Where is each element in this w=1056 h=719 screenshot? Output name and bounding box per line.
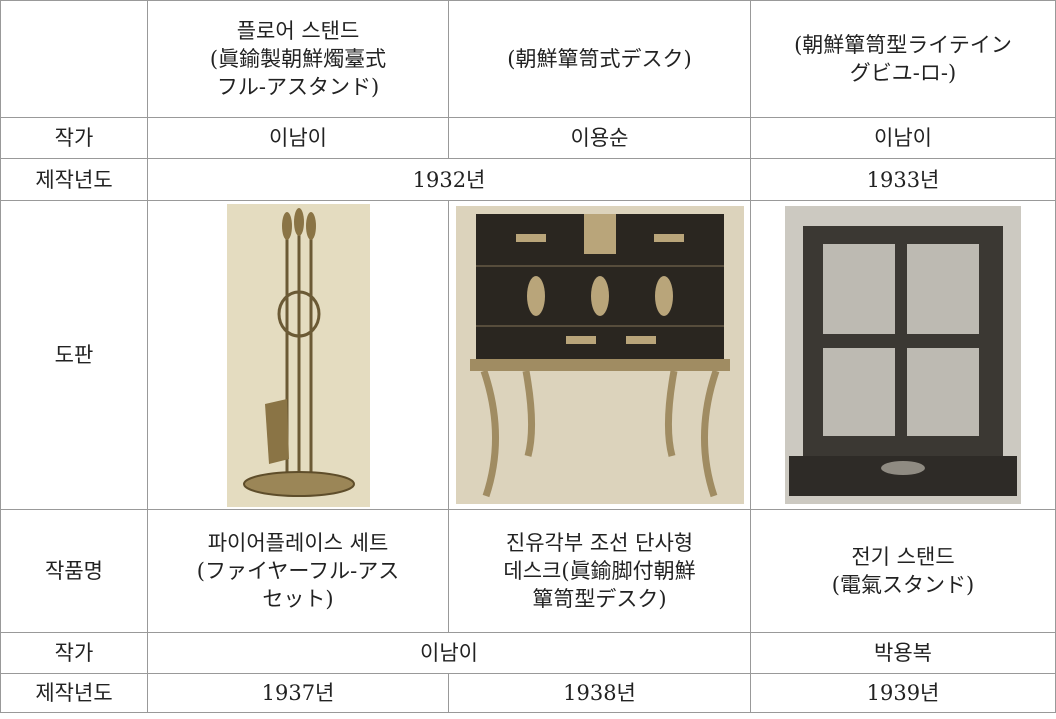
row-label: 작품명 xyxy=(0,509,148,633)
header-row: 플로어 스탠드 (眞鍮製朝鮮燭臺式 フル-アスタンド) (朝鮮簞笥式デスク) (朝鮮… xyxy=(0,0,1056,118)
text-line: (朝鮮簞笥式デスク) xyxy=(507,47,692,71)
row-label: 작가 xyxy=(0,117,148,159)
photo-fire-set xyxy=(226,203,370,507)
text-line: (眞鍮製朝鮮燭臺式 xyxy=(209,47,387,71)
cell: 이남이 xyxy=(750,117,1056,159)
text-line: (朝鮮簞笥型ライテイン xyxy=(794,33,1012,57)
image-cell xyxy=(448,200,751,510)
cell: 1933년 xyxy=(750,158,1056,201)
text-line: セット) xyxy=(262,587,334,611)
cell: 이남이 xyxy=(147,632,751,674)
text-line: 簞笥型デスク) xyxy=(532,587,667,611)
row: 작품명 파이어플레이스 세트 (ファイヤーフル-アス セット) 진유각부 조선 단사… xyxy=(0,509,1056,633)
photo-lamp-cabinet xyxy=(785,206,1021,504)
row: 제작년도 1932년 1933년 xyxy=(0,158,1056,201)
corner-cell xyxy=(0,0,148,118)
text-line: 플로어 스탠드 xyxy=(236,19,360,43)
image-cell xyxy=(147,200,449,510)
row-label: 도판 xyxy=(0,200,148,510)
text-line: 파이어플레이스 세트 xyxy=(207,531,389,555)
header-cell: 플로어 스탠드 (眞鍮製朝鮮燭臺式 フル-アスタンド) xyxy=(147,0,449,118)
header-cell: (朝鮮簞笥式デスク) xyxy=(448,0,751,118)
text-line: グビユ-ロ-) xyxy=(849,61,957,85)
photo-desk xyxy=(455,206,744,504)
cell: 1937년 xyxy=(147,673,449,713)
image-cell xyxy=(750,200,1056,510)
cell: 이용순 xyxy=(448,117,751,159)
text-line: (ファイヤーフル-アス xyxy=(196,559,400,583)
cell: 전기 스탠드 (電氣スタンド) xyxy=(750,509,1056,633)
text-line: (電氣スタンド) xyxy=(831,573,975,597)
cell: 1938년 xyxy=(448,673,751,713)
text-line: フル-アスタンド) xyxy=(216,75,380,99)
row-label: 제작년도 xyxy=(0,673,148,713)
cell: 1932년 xyxy=(147,158,751,201)
header-cell: (朝鮮簞笥型ライテイン グビユ-ロ-) xyxy=(750,0,1056,118)
cell: 1939년 xyxy=(750,673,1056,713)
text-line: 전기 스탠드 xyxy=(851,545,955,569)
text-line: 진유각부 조선 단사형 xyxy=(505,531,694,555)
cell: 이남이 xyxy=(147,117,449,159)
row: 제작년도 1937년 1938년 1939년 xyxy=(0,673,1056,713)
cell: 박용복 xyxy=(750,632,1056,674)
cell: 파이어플레이스 세트 (ファイヤーフル-アス セット) xyxy=(147,509,449,633)
row: 작가 이남이 박용복 xyxy=(0,632,1056,674)
row-label: 제작년도 xyxy=(0,158,148,201)
text-line: 데스크(眞鍮脚付朝鮮 xyxy=(503,559,696,583)
row: 작가 이남이 이용순 이남이 xyxy=(0,117,1056,159)
row-label: 작가 xyxy=(0,632,148,674)
image-row: 도판 xyxy=(0,200,1056,510)
